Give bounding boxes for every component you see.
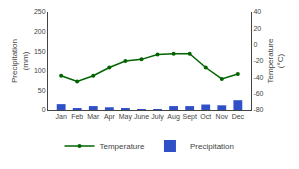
- svg-text:Mar: Mar: [87, 113, 100, 120]
- svg-text:-20: -20: [253, 57, 263, 64]
- svg-text:50: 50: [38, 87, 46, 94]
- svg-text:July: July: [151, 113, 164, 121]
- svg-text:250: 250: [34, 8, 46, 15]
- svg-text:40: 40: [253, 8, 261, 15]
- svg-text:Apr: Apr: [104, 113, 116, 121]
- svg-text:Precipitation(mm): Precipitation(mm): [10, 39, 29, 83]
- svg-text:Dec: Dec: [232, 113, 245, 120]
- svg-text:150: 150: [34, 48, 46, 55]
- svg-text:20: 20: [253, 25, 261, 32]
- svg-text:Oct: Oct: [200, 113, 211, 120]
- svg-text:Precipitation: Precipitation: [190, 142, 234, 151]
- svg-text:200: 200: [34, 28, 46, 35]
- svg-text:Aug: Aug: [167, 113, 180, 121]
- svg-text:Temperature(°C): Temperature(°C): [266, 38, 285, 83]
- svg-text:-60: -60: [253, 90, 263, 97]
- svg-text:-80: -80: [253, 106, 263, 113]
- svg-text:Feb: Feb: [71, 113, 83, 120]
- svg-text:May: May: [119, 113, 133, 121]
- svg-text:Temperature: Temperature: [100, 142, 145, 151]
- svg-text:0: 0: [253, 41, 257, 48]
- svg-text:100: 100: [34, 67, 46, 74]
- svg-text:Sept: Sept: [182, 113, 196, 121]
- svg-text:0: 0: [42, 106, 46, 113]
- svg-text:June: June: [134, 113, 149, 120]
- svg-text:Nov: Nov: [216, 113, 229, 120]
- svg-text:-40: -40: [253, 74, 263, 81]
- svg-text:Jan: Jan: [56, 113, 67, 120]
